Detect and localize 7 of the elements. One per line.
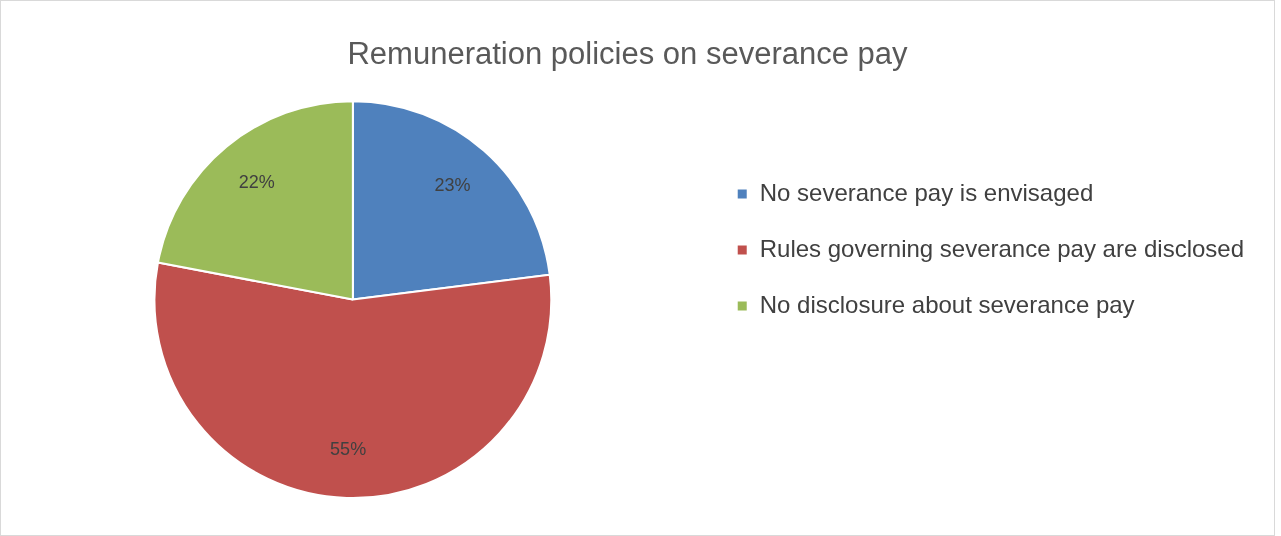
legend-label: No severance pay is envisaged: [759, 178, 1094, 206]
legend-label: No disclosure about severance pay: [759, 290, 1135, 318]
legend-label: Rules governing severance pay are disclosed: [759, 234, 1244, 262]
data-label: 22%: [238, 172, 275, 193]
chart-title: Remuneration policies on severance pay: [347, 36, 909, 72]
data-label: 55%: [330, 439, 367, 460]
data-label: 23%: [434, 175, 471, 196]
